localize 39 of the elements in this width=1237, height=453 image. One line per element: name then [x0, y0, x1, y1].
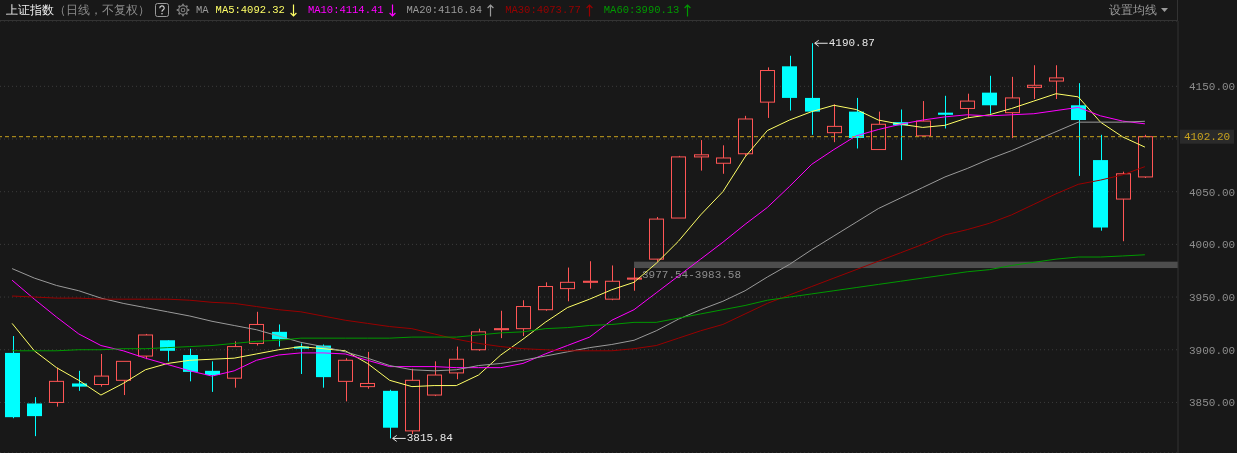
- legend-label: MA5:4092.32: [215, 4, 285, 16]
- candlestick: [938, 95, 953, 129]
- candlestick: [716, 144, 731, 175]
- candlestick: [27, 396, 42, 437]
- candlestick: [982, 75, 997, 115]
- legend-label: MA10:4114.41: [307, 4, 384, 16]
- annotation: 4190.87: [828, 37, 875, 50]
- candlestick: [583, 260, 598, 290]
- chart-title: 上证指数: [6, 1, 54, 19]
- line-series: [11, 254, 1146, 352]
- candlestick: [1071, 82, 1086, 177]
- candlestick: [338, 357, 353, 402]
- text: 设置均线: [1109, 1, 1157, 19]
- y-tick-label: 4150.00: [1189, 81, 1236, 94]
- line-series: [11, 166, 1146, 352]
- legend-title: MA: [196, 4, 209, 16]
- candlestick: [160, 339, 175, 362]
- ref-line-label: 4102.20: [1183, 130, 1231, 143]
- y-tick-label: 3850.00: [1189, 397, 1236, 410]
- candlestick: [1005, 76, 1020, 139]
- y-tick-label: 3950.00: [1189, 291, 1236, 304]
- y-tick-label: 4050.00: [1189, 186, 1236, 199]
- chart-subtitle: （日线，不复权）: [54, 1, 150, 19]
- candlestick: [249, 311, 264, 347]
- y-tick-label: 4000.00: [1189, 239, 1236, 252]
- candlestick: [760, 66, 775, 119]
- candlestick: [360, 351, 375, 390]
- candlestick: [94, 353, 109, 388]
- legend-label: MA20:4116.84: [406, 4, 483, 16]
- legend-label: MA60:3990.13: [603, 4, 680, 16]
- y-tick-label: 3900.00: [1189, 344, 1236, 357]
- candlestick: [694, 139, 709, 172]
- candlestick: [1027, 64, 1042, 100]
- candlestick: [560, 267, 575, 302]
- candlestick: [72, 370, 87, 392]
- candlestick: [805, 42, 820, 136]
- annotation: 3815.84: [406, 432, 454, 445]
- candlestick: [538, 281, 553, 311]
- legend-label: MA30:4073.77: [505, 4, 581, 16]
